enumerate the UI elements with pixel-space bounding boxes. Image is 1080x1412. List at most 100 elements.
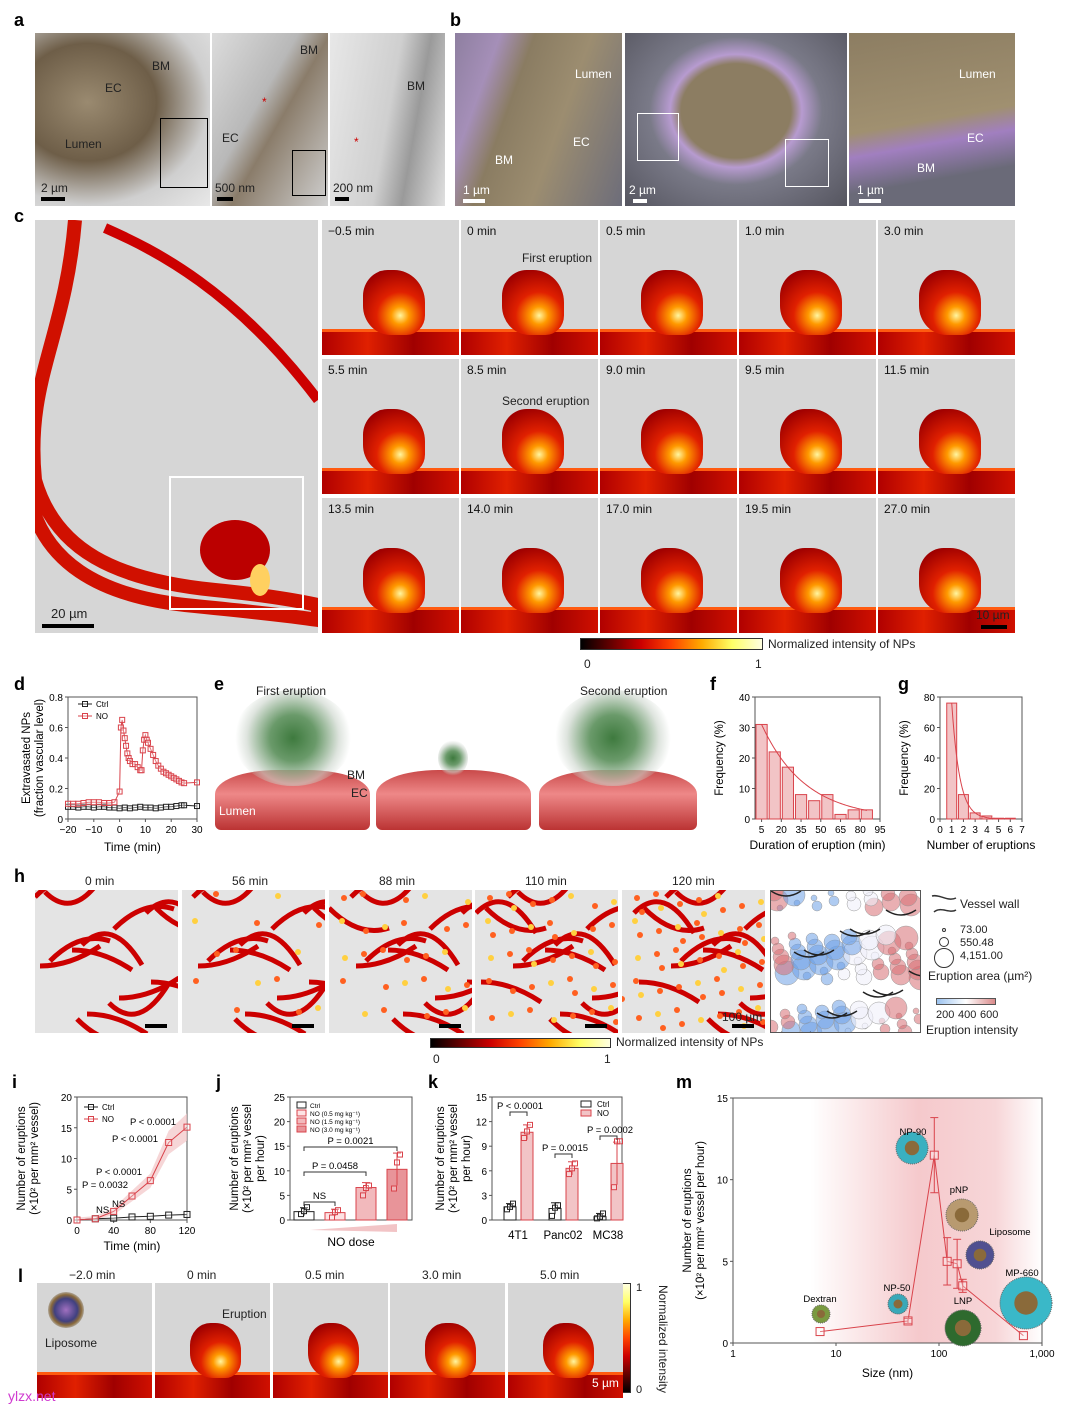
p-value-annotation: NS bbox=[313, 1191, 326, 1202]
scale-label: 10 µm bbox=[976, 608, 1010, 622]
p-value-annotation: P = 0.0032 bbox=[82, 1180, 128, 1191]
x-tick-label: −20 bbox=[60, 825, 77, 836]
x-category-label: MC38 bbox=[593, 1230, 624, 1242]
network-frame bbox=[622, 890, 765, 1033]
p-value-annotation: P = 0.0002 bbox=[587, 1125, 633, 1136]
data-point bbox=[594, 1215, 600, 1222]
scale-label: 500 nm bbox=[215, 181, 256, 195]
frame-time-label: 14.0 min bbox=[467, 502, 514, 516]
eruption-circle bbox=[880, 891, 896, 902]
data-point bbox=[80, 799, 87, 806]
nanoparticle-core bbox=[954, 1319, 972, 1337]
histogram-bar bbox=[993, 817, 1005, 820]
sem-image-b3: Lumen EC BM 1 µm bbox=[849, 33, 1015, 206]
significance-bracket bbox=[554, 1153, 573, 1158]
data-point bbox=[157, 765, 164, 772]
histogram-bar bbox=[781, 766, 794, 820]
colorbar-label: Normalized intensity of NPs bbox=[768, 637, 916, 651]
data-point bbox=[152, 758, 159, 765]
data-point bbox=[85, 803, 92, 810]
data-point bbox=[106, 804, 113, 811]
nanoparticle-label: Dextran bbox=[803, 1294, 836, 1305]
x-tick-label: 0 bbox=[937, 825, 943, 836]
data-point bbox=[116, 805, 123, 812]
label-bm: BM bbox=[152, 59, 170, 73]
histogram-bar bbox=[847, 809, 860, 820]
data-point bbox=[137, 803, 144, 810]
data-point bbox=[75, 800, 82, 807]
panel-label-c: c bbox=[14, 206, 25, 226]
liposome-frame bbox=[390, 1283, 505, 1398]
legend-label: NO bbox=[597, 1109, 609, 1118]
nanoparticle-label: NP-50 bbox=[884, 1283, 911, 1294]
plot-frame-m bbox=[732, 1097, 1043, 1344]
y-tick-label: 15 bbox=[274, 1142, 286, 1153]
frame-time-label: 0.5 min bbox=[305, 1268, 345, 1282]
fit-curve bbox=[951, 703, 1011, 820]
y-axis-label: per hour) bbox=[255, 1135, 267, 1182]
eruption-plume bbox=[438, 740, 468, 776]
data-point bbox=[168, 803, 175, 810]
label-lumen: Lumen bbox=[65, 137, 102, 151]
legend-label: NO bbox=[96, 712, 108, 721]
series-line-NO bbox=[76, 1126, 188, 1221]
bar bbox=[293, 1211, 315, 1221]
colorbar-max: 1 bbox=[604, 1052, 611, 1066]
data-point bbox=[124, 750, 131, 757]
data-point bbox=[70, 800, 77, 807]
eruption-circle bbox=[779, 1008, 791, 1020]
panel-label-k: k bbox=[428, 1072, 439, 1092]
frame-time-label: 11.5 min bbox=[884, 363, 930, 377]
y-axis-label: (×10² per mm² vessel bbox=[448, 1104, 460, 1213]
timelapse-frame: 13.5 min bbox=[322, 498, 459, 633]
series-line-Ctrl bbox=[68, 804, 198, 809]
frame-time-label: 1.0 min bbox=[745, 224, 785, 238]
x-tick-label: 50 bbox=[815, 825, 827, 836]
y-tick-label: 10 bbox=[739, 785, 751, 796]
x-category-label: Panc02 bbox=[543, 1230, 582, 1242]
data-point bbox=[163, 770, 170, 777]
data-point bbox=[110, 1214, 118, 1222]
nanoparticle-core bbox=[893, 1299, 903, 1309]
data-point bbox=[929, 1150, 939, 1160]
p-value-annotation: NS bbox=[112, 1199, 125, 1210]
p-value-annotation: P < 0.0001 bbox=[96, 1167, 142, 1178]
liposome-icon bbox=[48, 1292, 84, 1328]
confidence-band bbox=[77, 1113, 187, 1220]
label-ec: EC bbox=[222, 131, 239, 145]
sem-image-b1: Lumen EC BM 1 µm bbox=[455, 33, 622, 206]
colorbar-min: 0 bbox=[584, 657, 591, 671]
eruption-label: Eruption bbox=[222, 1307, 267, 1321]
liposome-frame bbox=[508, 1283, 623, 1398]
y-tick-label: 0.6 bbox=[49, 724, 63, 735]
y-axis-label: Number of eruptions bbox=[16, 1106, 28, 1210]
data-point bbox=[958, 1281, 968, 1291]
y-tick-label: 0 bbox=[744, 815, 750, 826]
nanoparticle-core bbox=[904, 1140, 920, 1156]
data-point bbox=[597, 1213, 603, 1220]
legend-swatch bbox=[296, 1101, 307, 1109]
first-eruption-label: First eruption bbox=[522, 251, 593, 265]
data-point bbox=[360, 1192, 366, 1199]
significance-bracket bbox=[303, 1201, 336, 1206]
frame-time-label: 0.5 min bbox=[606, 224, 646, 238]
plot-frame-j bbox=[289, 1096, 413, 1221]
timelapse-frame: 1.0 min bbox=[739, 220, 876, 355]
y-axis-label: (×10² per mm² vessel) bbox=[29, 1102, 41, 1215]
liposome-frame bbox=[155, 1283, 270, 1398]
data-point bbox=[555, 1202, 561, 1209]
y-tick-label: 12 bbox=[476, 1118, 488, 1129]
y-axis-label: Frequency (%) bbox=[899, 720, 911, 796]
x-tick-label: 20 bbox=[166, 825, 178, 836]
y-tick-label: 80 bbox=[924, 693, 936, 704]
x-tick-label: 5 bbox=[996, 825, 1002, 836]
y-tick-label: 60 bbox=[924, 724, 936, 735]
panel-label-g: g bbox=[898, 674, 909, 694]
y-tick-label: 0.8 bbox=[49, 693, 63, 704]
data-point bbox=[510, 1200, 516, 1207]
size-legend: 4,151.00 bbox=[960, 950, 1003, 962]
data-point bbox=[126, 758, 133, 765]
data-point bbox=[143, 736, 150, 743]
data-point bbox=[335, 1207, 341, 1214]
frame-time-label: −2.0 min bbox=[69, 1268, 116, 1282]
